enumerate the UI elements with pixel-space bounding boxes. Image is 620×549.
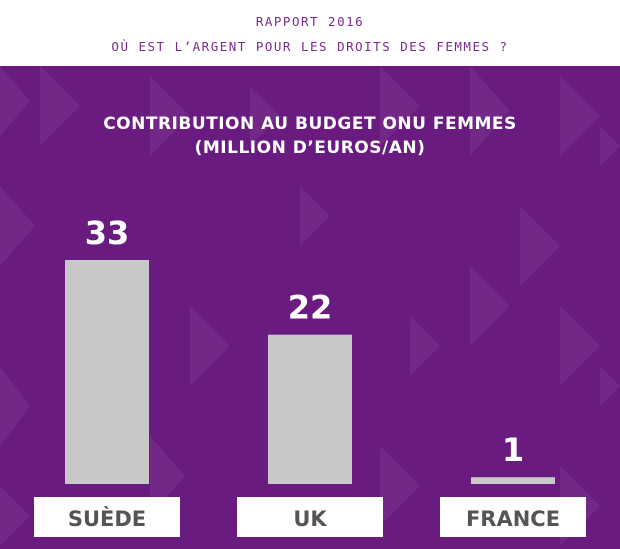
- decor-triangle: [250, 86, 280, 146]
- chart-panel: CONTRIBUTION AU BUDGET ONU FEMMES (MILLI…: [0, 66, 620, 549]
- decor-triangle: [470, 266, 510, 346]
- value-label: 33: [85, 214, 130, 252]
- chart-subtitle: (MILLION D’EUROS/AN): [194, 138, 426, 158]
- decor-triangle: [410, 316, 440, 376]
- decor-triangle: [0, 366, 30, 446]
- category-label: FRANCE: [466, 507, 560, 531]
- decor-triangle: [560, 306, 600, 386]
- decor-triangle: [380, 446, 420, 526]
- category-label-box: [237, 497, 383, 537]
- category-label: SUÈDE: [68, 506, 146, 531]
- bar-uk: [268, 334, 352, 484]
- category-label-box: [440, 497, 586, 537]
- decor-triangle: [0, 486, 30, 546]
- value-label: 1: [502, 431, 524, 469]
- category-label: UK: [293, 507, 327, 531]
- report-year: RAPPORT 2016: [255, 14, 365, 29]
- decor-triangle: [0, 66, 30, 136]
- chart-title: CONTRIBUTION AU BUDGET ONU FEMMES: [103, 114, 517, 134]
- triangle-pattern: [0, 66, 620, 546]
- bar-france: [471, 477, 555, 484]
- value-label: 22: [288, 289, 333, 327]
- decor-triangle: [190, 306, 230, 386]
- decor-triangle: [300, 186, 330, 246]
- decor-triangle: [600, 126, 620, 166]
- decor-triangle: [560, 76, 600, 156]
- decor-triangle: [600, 366, 620, 406]
- decor-triangle: [520, 206, 560, 286]
- decor-triangle: [0, 186, 35, 266]
- bar-suède: [65, 260, 149, 484]
- decor-triangle: [150, 436, 185, 516]
- report-subtitle: OÙ EST L’ARGENT POUR LES DROITS DES FEMM…: [111, 39, 509, 54]
- bar-chart: 33 SUÈDE 22 UK 1 FRANCE: [34, 214, 586, 537]
- report-header: RAPPORT 2016 OÙ EST L’ARGENT POUR LES DR…: [0, 0, 620, 66]
- category-label-box: [34, 497, 180, 537]
- decor-triangle: [380, 66, 420, 146]
- decor-triangle: [40, 66, 80, 146]
- decor-triangle: [150, 76, 190, 156]
- decor-triangle: [470, 66, 510, 156]
